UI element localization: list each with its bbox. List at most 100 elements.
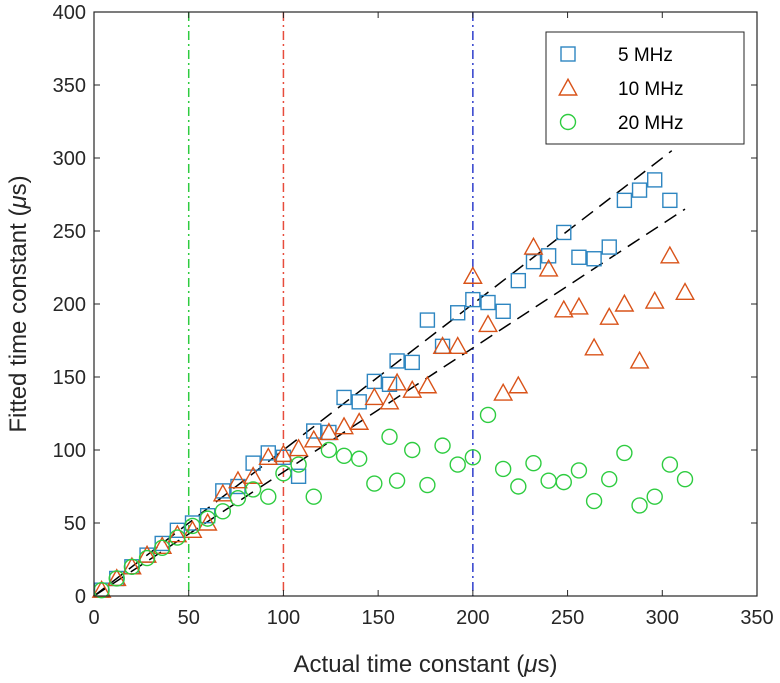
data-point [553,299,574,318]
y-tick-label: 250 [53,221,86,243]
x-tick-label: 0 [88,607,99,629]
data-point [510,272,527,289]
data-point [432,336,453,355]
x-tick-label: 350 [740,607,773,629]
data-point [184,517,201,535]
data-point [387,372,408,391]
data-point [230,478,246,495]
data-point [555,473,572,491]
data-point [197,512,218,531]
data-point [419,476,436,494]
legend-entry: 5 MHz [560,45,673,66]
data-point [212,483,233,502]
y-tick-label: 200 [53,294,86,316]
data-point [404,441,421,459]
data-point [389,353,405,369]
legend-entry: 20 MHz [559,113,683,134]
data-point [614,293,635,312]
data-point [601,471,618,488]
data-point [137,544,157,563]
data-point [182,520,203,538]
data-point [631,497,648,514]
reference-lines-group [93,150,686,597]
data-point [540,248,557,264]
data-point [404,354,420,371]
y-tick-label: 300 [53,148,86,170]
data-point [538,258,559,277]
data-point [434,437,451,454]
data-point [646,488,663,505]
data-point [381,376,398,392]
data-point [306,423,322,439]
data-point [320,441,338,459]
y-axis-ticks: 0 50 100 150 200 250 300 350 400 [53,2,757,608]
x-tick-label: 150 [361,607,394,629]
data-point [379,391,400,410]
legend-label: 20 MHz [618,113,683,134]
data-point [229,489,247,507]
data-point [644,290,665,309]
data-point [318,422,339,441]
data-point [447,336,468,355]
legend-marker [560,46,576,62]
data-point [480,294,496,311]
data-point [138,549,156,567]
data-point [123,558,141,575]
data-point [464,449,482,466]
data-point [290,468,307,484]
data-point [631,182,648,198]
data-point [244,481,262,498]
data-point [152,536,173,555]
data-point [571,249,587,265]
data-point [599,306,620,325]
data-point [419,312,436,328]
data-point [169,522,186,538]
y-tick-label: 0 [75,586,86,608]
y-axis-label-unit-symbol: μ [5,195,32,209]
data-point [303,429,324,448]
data-point [199,510,216,527]
reference-line-lower-bound [93,208,686,597]
data-point [349,412,370,430]
data-point [351,394,367,410]
y-axis-label: Fitted time constant (μs) [5,175,32,432]
data-point [260,488,277,505]
data-point [462,266,483,284]
y-tick-label: 100 [53,440,86,462]
data-point [290,456,307,473]
legend: 5 MHz 10 MHz 20 MHz [545,31,745,145]
x-tick-label: 50 [178,607,200,629]
x-axis-ticks: 0 50 100 150 200 250 300 350 [88,12,774,629]
data-point [478,314,498,333]
y-axis-label-text: Fitted time constant ( [5,209,32,433]
data-point [334,416,354,435]
y-axis-label-unit-suffix: s) [5,175,32,195]
data-point [381,428,398,446]
data-point [584,337,605,356]
data-point [523,236,544,255]
data-point [495,303,511,319]
x-axis-label-text: Actual time constant ( [294,651,525,678]
y-tick-label: 400 [53,2,86,24]
data-point [153,539,171,557]
data-point [675,282,695,301]
data-point [449,456,466,473]
series-20-mhz [93,406,694,599]
data-point [585,492,603,510]
data-point [661,456,679,473]
legend-box [545,31,745,145]
data-point [568,296,589,315]
data-point [629,350,650,369]
data-point [494,460,512,478]
x-axis-label-unit-symbol: μ [523,651,537,678]
data-point [510,478,527,495]
data-point [336,389,352,406]
data-point [616,444,633,462]
data-points-group [91,172,695,599]
reference-line-upper-bound [93,150,673,597]
data-point [601,239,617,255]
data-point [659,245,680,264]
data-point [275,465,292,482]
x-axis-label-unit-suffix: s) [537,651,557,678]
